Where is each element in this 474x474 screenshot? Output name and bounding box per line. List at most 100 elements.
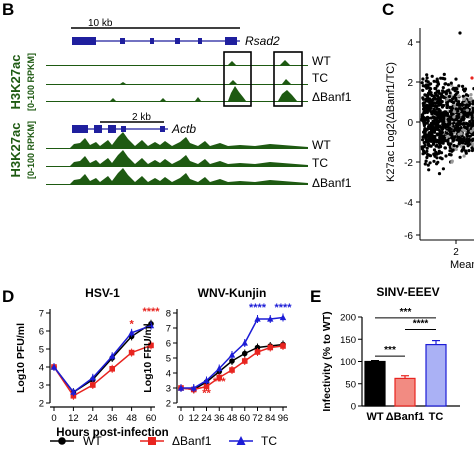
c-scatter-point	[436, 82, 441, 86]
c-scatter-point	[432, 159, 436, 163]
c-scatter-point	[452, 143, 456, 148]
b-bottom-scale-label: 2 kb	[132, 112, 151, 123]
panel-c: C K27ac Log2(ΔBanf1/TC) 4 2 0 -2 -4 -6 2…	[382, 0, 474, 271]
d-ytick-label: 2	[39, 399, 44, 410]
b-highlight-box-2	[273, 51, 303, 107]
c-scatter-point	[454, 86, 458, 90]
c-scatter-point	[456, 127, 460, 132]
c-scatter-point	[471, 121, 474, 125]
e-ylabel: Infectivity (% to WT)	[321, 311, 333, 411]
c-scatter-point	[436, 94, 440, 98]
c-scatter-point	[431, 120, 435, 124]
d-point-tc	[50, 363, 58, 370]
d-point-tc	[267, 315, 274, 322]
d-point-tc	[109, 352, 116, 359]
b-bottom-ylabel: H3K27ac	[8, 123, 23, 178]
c-scatter-point	[445, 131, 449, 135]
d-point-tc	[254, 315, 261, 322]
d-legend-label-tc: TC	[261, 434, 277, 448]
c-scatter-point	[443, 113, 447, 117]
c-scatter-point	[471, 142, 474, 146]
c-scatter-point	[449, 142, 453, 146]
b-bottom-gene-name: Actb	[171, 122, 196, 136]
c-scatter-point	[422, 149, 426, 153]
c-scatter-point	[466, 134, 470, 138]
d-point-banf1	[254, 349, 261, 355]
c-scatter-point	[429, 144, 433, 148]
c-scatter-point	[457, 140, 462, 144]
d-significance-label: ****	[274, 302, 292, 314]
c-scatter-point	[464, 141, 468, 145]
e-chart-title: SINV-EEEV	[376, 285, 439, 299]
b-top-scale-label: 10 kb	[88, 18, 113, 29]
c-ytick-label: -6	[404, 231, 413, 242]
c-scatter-point	[429, 116, 433, 120]
c-scatter-point	[434, 87, 438, 91]
c-scatter-point	[427, 168, 431, 172]
c-scatter-point	[422, 110, 427, 114]
c-scatter-point	[460, 148, 465, 152]
d-significance-label: **	[202, 387, 211, 399]
d-ytick-label: 8	[166, 309, 171, 320]
c-scatter-point	[436, 139, 440, 143]
c-scatter-point	[454, 147, 458, 151]
c-scatter-point	[432, 136, 436, 140]
b-bottom-track-wt	[46, 132, 308, 149]
c-scatter-point	[436, 111, 440, 116]
c-scatter-point	[421, 97, 425, 101]
d-point-tc	[89, 374, 96, 381]
panel-e: E SINV-EEEV 0 50 100 150 200 Infectivity (% to…	[310, 285, 460, 423]
b-bottom-track-tc	[46, 150, 308, 167]
c-scatter-point	[468, 112, 473, 116]
c-scatter-point	[452, 101, 456, 105]
c-scatter-point	[424, 98, 428, 102]
d-series-line-wt	[53, 323, 152, 394]
c-scatter-point	[435, 152, 439, 156]
d-xtick-label: 60	[146, 413, 157, 424]
e-bar	[364, 360, 386, 407]
c-scatter-point	[439, 151, 444, 155]
c-scatter-point	[431, 97, 435, 101]
d-point-tc	[228, 351, 236, 358]
d-xtick-label: 36	[214, 413, 225, 424]
c-scatter-point	[425, 73, 429, 77]
e-bar	[425, 343, 447, 407]
d-point-tc	[128, 329, 135, 336]
d-point-tc	[147, 322, 155, 329]
c-scatter-point	[458, 31, 462, 35]
c-scatter-point	[448, 91, 452, 95]
c-scatter-point	[435, 118, 439, 122]
c-scatter-point	[425, 146, 429, 150]
d-point-tc	[216, 365, 223, 372]
c-scatter-point	[470, 116, 474, 120]
c-scatter-point	[426, 80, 430, 84]
d-ylabel: Log10 PFU/ml	[15, 323, 27, 393]
c-scatter-point	[429, 126, 433, 130]
c-scatter-point	[452, 115, 456, 119]
c-scatter-point	[453, 95, 457, 99]
c-scatter-point	[434, 127, 438, 131]
d-xtick-label: 60	[239, 413, 250, 424]
d-xlabel: Hours post-infection	[56, 427, 168, 439]
d-xtick-label: 48	[126, 413, 137, 424]
panel-letter-d: D	[2, 287, 14, 306]
c-scatter-point	[434, 101, 438, 105]
d-point-wt	[241, 350, 248, 357]
c-scatter-point	[453, 89, 457, 93]
panel-letter-c: C	[382, 0, 394, 19]
c-scatter-point	[422, 141, 426, 145]
d-point-banf1	[280, 343, 286, 349]
c-scatter-point	[438, 144, 442, 148]
d-xtick-label: 36	[107, 413, 118, 424]
c-scatter-point	[442, 96, 446, 100]
d-ylabel: Log10 FFU/ml	[142, 323, 154, 393]
c-scatter-point	[454, 77, 458, 81]
c-scatter-point	[420, 115, 425, 119]
d-legend-label-banf1: ΔBanf1	[172, 434, 212, 448]
b-bottom-track-banf1	[46, 168, 308, 185]
c-scatter-point	[437, 115, 441, 119]
c-scatter-point	[458, 155, 462, 159]
b-bottom-track-label-wt: WT	[312, 138, 331, 152]
c-scatter-point	[443, 77, 447, 81]
b-bottom-gene-model	[72, 125, 168, 133]
